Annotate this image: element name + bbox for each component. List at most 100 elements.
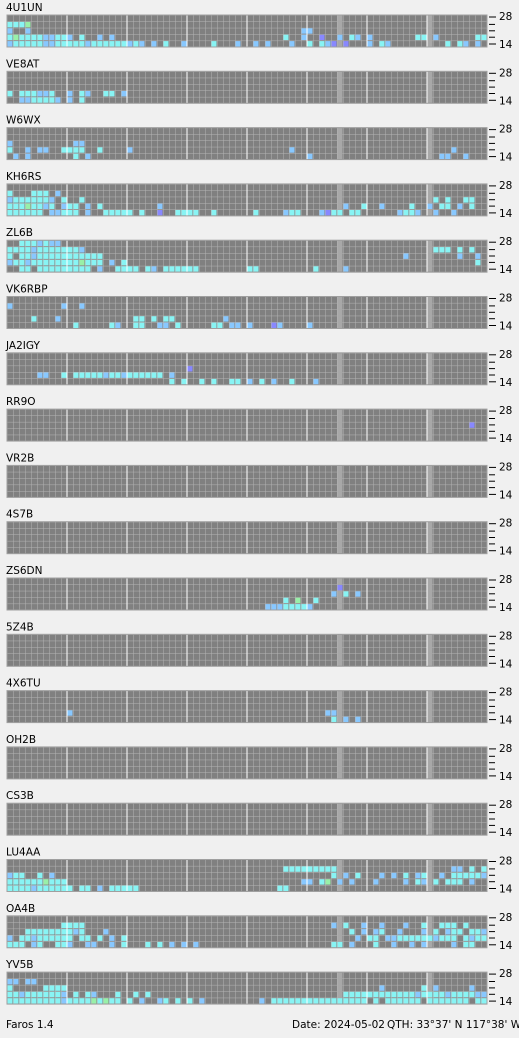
cell [451,998,457,1004]
cell [67,203,73,209]
cell [37,240,43,247]
cell [73,253,79,259]
cell [127,210,133,216]
cell [49,929,55,935]
cell [13,885,19,891]
cell [97,259,103,266]
cell [97,935,103,941]
cell [157,203,163,209]
cell [457,866,463,872]
cell [67,147,73,153]
cell [247,266,253,272]
cell [7,872,13,879]
cell [271,378,277,385]
cell [97,266,103,272]
cell [295,604,301,610]
cell [307,604,313,610]
cell [121,941,127,948]
cell [307,998,313,1004]
cell [157,941,163,948]
cell [433,991,439,998]
cell [463,197,469,203]
cell [169,316,175,322]
cell [271,998,277,1004]
cell [385,41,391,47]
cell [43,935,49,941]
cell [25,147,31,153]
cell [349,34,355,41]
cell [85,41,91,47]
cell [469,929,475,935]
cell [43,253,49,259]
cell [31,259,37,266]
cell [181,266,187,272]
cell [7,259,13,266]
cell [19,34,25,41]
panel-border [6,633,488,667]
cell [133,885,139,891]
cell [7,197,13,203]
cell [463,998,469,1004]
cell [121,266,127,272]
cell [295,597,301,604]
cell [103,929,109,935]
cell [139,210,145,216]
cell [319,998,325,1004]
cell [469,941,475,948]
cell [109,998,115,1004]
cell [403,935,409,941]
gap-column [337,522,343,554]
cell [49,253,55,259]
cell [31,253,37,259]
cell [109,259,115,266]
cell [439,935,445,941]
cell [391,941,397,948]
cell [109,372,115,378]
cell [229,322,235,328]
cell [331,716,337,723]
cell [79,303,85,309]
cell [37,991,43,998]
cell [139,372,145,378]
cell [43,879,49,885]
cell [169,266,175,272]
cell [439,872,445,879]
cell [43,34,49,41]
cell [157,210,163,216]
cell [25,97,31,103]
cell [307,322,313,328]
gap-column [427,15,433,47]
cell [175,998,181,1004]
cell [25,929,31,935]
gap-column [427,916,433,948]
cell [187,210,193,216]
station-name: 4S7B [6,509,33,521]
cell [85,259,91,266]
cell [289,378,295,385]
band-top: 28 [499,856,512,868]
cell [481,866,487,872]
cell [37,259,43,266]
cell [25,991,31,998]
cell [451,991,457,998]
cell [121,41,127,47]
cell [55,259,61,266]
cell [49,247,55,253]
cell [421,941,427,948]
cell [19,240,25,247]
cell [25,34,31,41]
cell [469,866,475,872]
cell [403,879,409,885]
qth: QTH: 33°37' N 117°38' W [387,1019,519,1031]
cell [433,929,439,935]
cell [19,91,25,97]
cell [367,935,373,941]
station-name: RR9O [6,396,36,408]
cell [85,991,91,998]
cell [157,372,163,378]
station-name: W6WX [6,115,41,127]
cell [421,935,427,941]
cell [403,922,409,929]
cell [49,203,55,209]
cell [433,34,439,41]
